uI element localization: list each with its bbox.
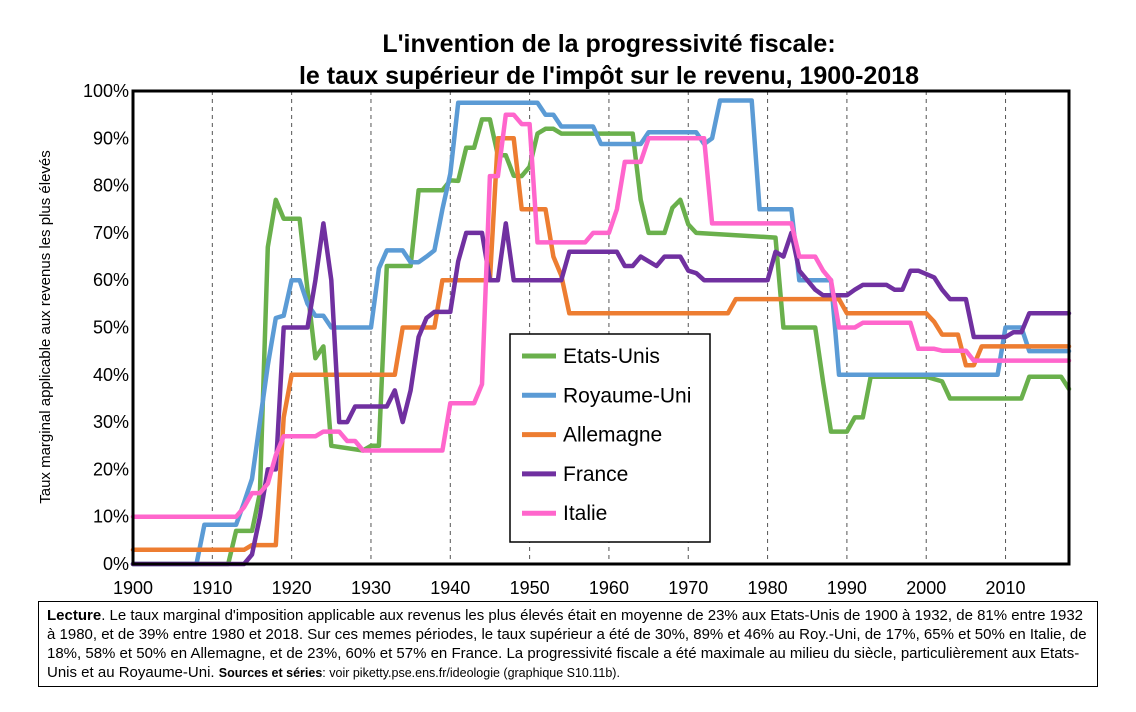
note-label: Lecture	[47, 607, 102, 624]
x-tick-label: 2010	[986, 578, 1026, 598]
x-tick-label: 1900	[113, 578, 153, 598]
legend-label: France	[563, 463, 628, 486]
x-tick-label: 1990	[827, 578, 867, 598]
x-tick-label: 1960	[589, 578, 629, 598]
y-tick-label: 0%	[103, 554, 129, 574]
chart-subtitle: le taux supérieur de l'impôt sur le reve…	[299, 62, 919, 90]
legend-box	[509, 333, 711, 543]
series-line	[130, 117, 1072, 567]
y-tick-label: 70%	[93, 223, 129, 243]
y-tick-label: 20%	[93, 459, 129, 479]
x-tick-label: 1940	[430, 578, 470, 598]
series-lines	[130, 98, 1072, 567]
chart: L'invention de la progressivité fiscale:…	[37, 30, 1072, 598]
y-tick-label: 10%	[93, 507, 129, 527]
series-line	[130, 221, 1072, 567]
series-line	[130, 98, 1072, 567]
legend-label: Royaume-Uni	[563, 384, 691, 407]
plot-frame	[131, 89, 1071, 566]
x-tick-label: 1980	[748, 578, 788, 598]
series-line	[130, 112, 1072, 519]
y-tick-label: 40%	[93, 365, 129, 385]
legend-label: Etats-Unis	[563, 345, 660, 368]
sources-text: : voir piketty.pse.ens.fr/ideologie (gra…	[322, 666, 620, 680]
legend: Etats-Unis Royaume-Uni Allemagne France Ital…	[509, 333, 711, 543]
note-text: . Le taux marginal d'imposition applicab…	[47, 607, 1087, 681]
x-tick-label: 1970	[668, 578, 708, 598]
y-tick-label: 30%	[93, 412, 129, 432]
x-tick-label: 1930	[351, 578, 391, 598]
chart-title: L'invention de la progressivité fiscale:	[382, 30, 835, 58]
x-tick-label: 2000	[906, 578, 946, 598]
series-line	[130, 136, 1072, 553]
reading-note: Lecture. Le taux marginal d'imposition a…	[38, 601, 1098, 687]
y-tick-label: 90%	[93, 128, 129, 148]
legend-label: Italie	[563, 502, 607, 525]
x-tick-label: 1920	[272, 578, 312, 598]
sources-label: Sources et séries	[218, 666, 323, 680]
x-tick-label: 1910	[192, 578, 232, 598]
y-axis-label: Taux marginal applicable aux revenus les…	[37, 150, 54, 504]
y-tick-label: 50%	[93, 318, 129, 338]
y-tick-labels: 0% 10% 20% 30% 40% 50% 60% 70% 80% 90% 100%	[83, 81, 129, 574]
legend-label: Allemagne	[563, 424, 662, 447]
y-tick-label: 80%	[93, 176, 129, 196]
x-tick-label: 1950	[510, 578, 550, 598]
y-tick-label: 100%	[83, 81, 129, 101]
y-tick-label: 60%	[93, 270, 129, 290]
x-tick-labels: 1900 1910 1920 1930 1940 1950 1960 1970 1980 1990…	[113, 578, 1026, 598]
